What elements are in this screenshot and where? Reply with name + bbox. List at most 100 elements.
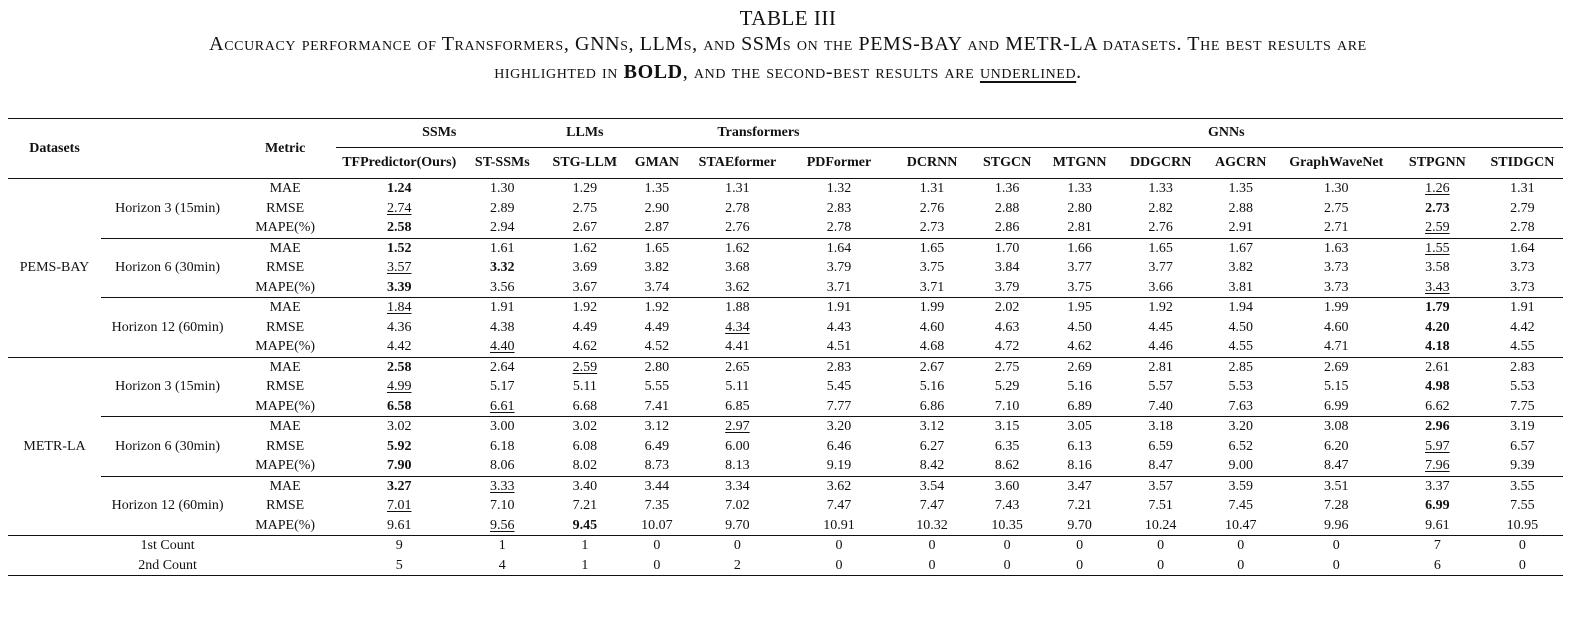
value-text: 6.13: [1067, 438, 1092, 454]
value-cell: 2.58: [336, 218, 462, 238]
value-cell: 6.58: [336, 397, 462, 417]
value-text: 1.99: [1324, 300, 1349, 315]
value-cell: 9.45: [542, 516, 627, 536]
value-cell: 5.11: [542, 377, 627, 397]
value-cell: 2.88: [975, 199, 1040, 219]
value-cell: 1.99: [1279, 297, 1393, 318]
value-text: 5.53: [1510, 379, 1535, 394]
value-cell: 6.13: [1040, 437, 1120, 457]
value-text: 3.74: [644, 279, 670, 295]
value-cell: 2.91: [1202, 218, 1280, 238]
value-text: 7.21: [572, 498, 598, 513]
value-text: 2.81: [1148, 359, 1173, 375]
value-cell: 4.68: [890, 337, 975, 357]
value-cell: 3.12: [627, 416, 687, 437]
value-cell: 10.24: [1120, 516, 1202, 536]
model-header: PDFormer: [788, 147, 890, 179]
metric-label: RMSE: [266, 319, 305, 335]
value-text: 2.73: [1425, 200, 1450, 216]
value-cell: 8.06: [462, 456, 542, 476]
value-text: 3.73: [1324, 260, 1349, 275]
value-text: 3.82: [1228, 260, 1253, 275]
value-text: 2.88: [994, 200, 1020, 216]
value-cell: 4.51: [788, 337, 889, 357]
value-cell: 4.99: [336, 377, 462, 397]
value-cell: 4.72: [975, 337, 1040, 357]
value-text: 6.86: [919, 398, 945, 414]
value-cell: 3.62: [686, 278, 788, 298]
value-cell: 9.61: [336, 516, 462, 536]
value-text: 3.37: [1425, 478, 1450, 494]
value-text: 1.35: [1228, 181, 1253, 196]
value-text: 8.02: [572, 458, 598, 473]
value-cell: 6.00: [686, 437, 788, 457]
value-text: 7.75: [1510, 398, 1535, 414]
value-text: 9.61: [386, 517, 412, 533]
caption-line-2: highlighted in BOLD, and the second-best…: [0, 58, 1576, 86]
value-text: 6.62: [1425, 398, 1450, 414]
value-text: 2.75: [572, 200, 598, 216]
value-text: 3.71: [919, 279, 945, 295]
value-cell: 7.43: [975, 496, 1040, 516]
value-text: 3.79: [994, 279, 1020, 295]
value-cell: 6.27: [890, 437, 975, 457]
value-cell: 2.02: [974, 297, 1040, 318]
table-row: MAPE(%) 9.61 9.56 9.45 10.07 9.70 10.91 10.32 10…: [8, 516, 1563, 536]
value-cell: 3.02: [336, 416, 463, 437]
value-cell: 4.60: [890, 318, 975, 338]
value-text: 6.99: [1425, 498, 1450, 513]
value-text: 1.95: [1067, 300, 1092, 315]
value-cell: 3.27: [336, 475, 463, 496]
value-text: 4.60: [919, 319, 945, 335]
value-text: 8.47: [1148, 458, 1173, 473]
value-cell: 3.73: [1280, 258, 1393, 278]
value-cell: 8.02: [542, 456, 627, 476]
dataset-name: PEMS-BAY: [19, 260, 90, 275]
value-text: 2.83: [1510, 359, 1535, 375]
value-cell: 4.63: [975, 318, 1040, 338]
value-cell: 7.35: [627, 496, 686, 516]
metric-label: MAE: [234, 237, 337, 258]
model-header: AGCRN: [1201, 147, 1280, 179]
value-text: 3.54: [919, 478, 945, 494]
value-cell: 6.86: [890, 397, 975, 417]
table-row: Horizon 12 (60min) MAE 3.27 3.33 3.40 3.44 3.3…: [8, 475, 1563, 536]
count-cell: 0: [1157, 557, 1165, 573]
value-text: 1.91: [826, 300, 852, 315]
value-cell: 10.07: [627, 516, 686, 536]
value-text: 3.62: [725, 279, 750, 295]
value-cell: 3.44: [627, 475, 687, 496]
value-cell: 4.46: [1120, 337, 1202, 357]
value-cell: 2.81: [1119, 356, 1202, 377]
value-text: 2.80: [644, 359, 670, 375]
value-cell: 3.58: [1393, 258, 1482, 278]
value-cell: 1.99: [889, 297, 975, 318]
value-cell: 7.51: [1120, 496, 1202, 516]
model-header: MTGNN: [1039, 147, 1120, 179]
value-cell: 5.55: [627, 377, 686, 397]
value-text: 2.78: [826, 220, 852, 235]
value-cell: 2.67: [542, 218, 627, 238]
model-header: STPGNN: [1392, 147, 1482, 179]
value-cell: 3.00: [462, 416, 543, 437]
value-cell: 7.02: [686, 496, 788, 516]
value-cell: 1.92: [627, 297, 687, 318]
value-text: 9.00: [1228, 458, 1253, 473]
value-text: 3.18: [1148, 419, 1173, 434]
value-text: 3.75: [919, 260, 945, 275]
value-cell: 1.35: [627, 179, 686, 199]
value-text: 3.73: [1510, 279, 1535, 295]
value-cell: 3.02: [542, 416, 628, 437]
value-cell: 6.61: [462, 397, 542, 417]
dataset-name: METR-LA: [8, 356, 102, 536]
count-cell: 1: [542, 535, 628, 556]
value-text: 7.01: [386, 498, 412, 513]
value-cell: 3.55: [1481, 475, 1563, 496]
value-text: 1.65: [919, 240, 945, 256]
value-text: 2.80: [1067, 200, 1092, 216]
value-cell: 3.81: [1202, 278, 1280, 298]
value-cell: 3.57: [1119, 475, 1202, 496]
value-cell: 3.51: [1279, 475, 1393, 496]
value-cell: 4.50: [1202, 318, 1280, 338]
value-cell: 1.24: [336, 179, 462, 199]
